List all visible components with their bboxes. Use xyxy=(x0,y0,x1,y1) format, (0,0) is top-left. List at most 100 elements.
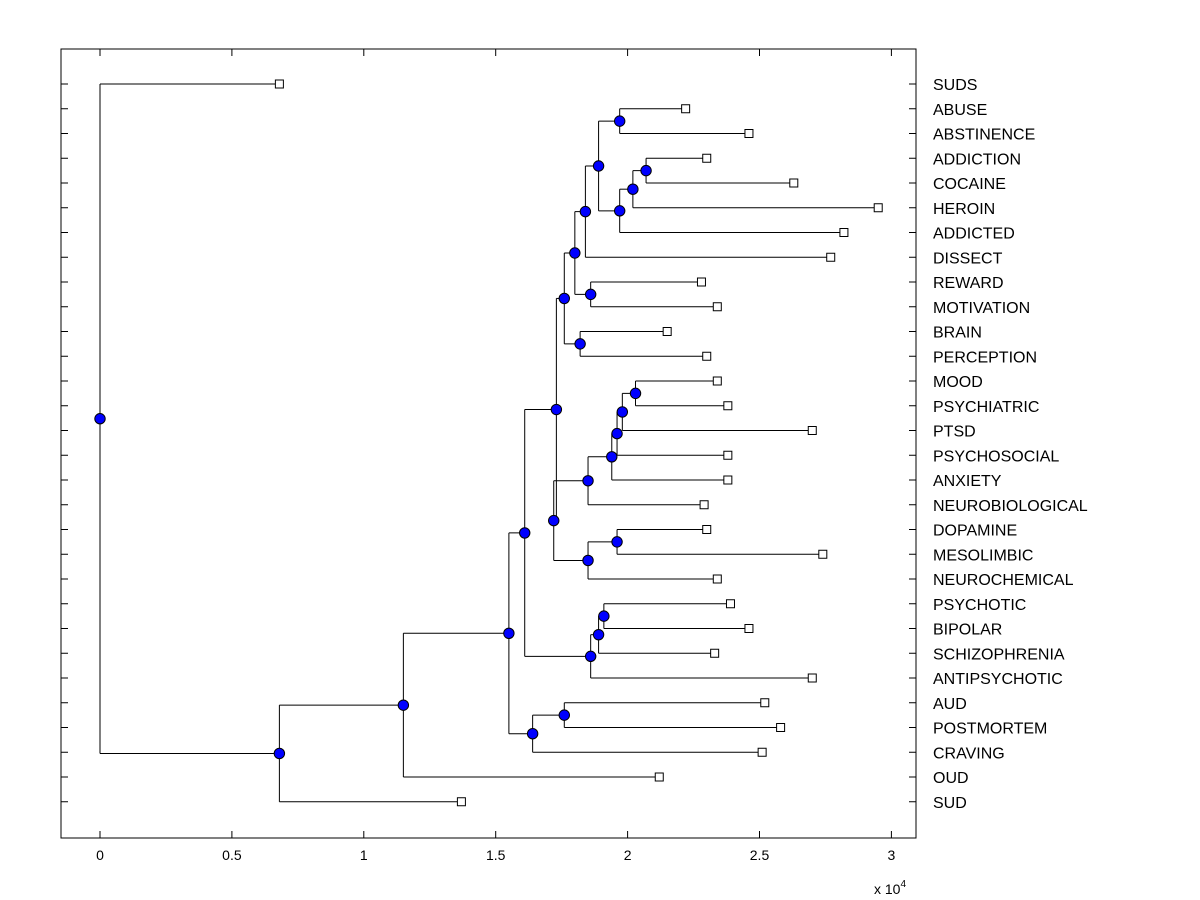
x-scale-label: x 104 xyxy=(874,879,906,897)
leaf-label-brain: BRAIN xyxy=(933,325,982,342)
leaf-label-abstinence: ABSTINENCE xyxy=(933,127,1035,144)
internal-node-m13 xyxy=(611,427,623,440)
leaf-label-antipsychotic: ANTIPSYCHOTIC xyxy=(933,671,1063,688)
internal-node-m16 xyxy=(611,536,623,548)
internal-node-m29 xyxy=(94,413,106,425)
leaf-node-aud xyxy=(760,698,770,708)
leaf-node-bipolar xyxy=(744,624,754,633)
leaf-node-brain xyxy=(662,327,672,336)
leaf-label-perception: PERCEPTION xyxy=(933,349,1037,366)
node-layer xyxy=(94,79,883,807)
leaf-node-abuse xyxy=(681,104,691,114)
leaf-node-cocaine xyxy=(789,178,799,188)
internal-node-m26 xyxy=(503,627,515,640)
leaf-node-schizophrenia xyxy=(710,648,720,658)
leaf-label-dopamine: DOPAMINE xyxy=(933,523,1017,540)
leaf-label-suds: SUDS xyxy=(933,77,977,94)
internal-node-m2 xyxy=(640,164,652,177)
internal-node-m5 xyxy=(592,160,605,172)
leaf-node-psychosocial xyxy=(723,450,733,460)
x-tick-label: 2 xyxy=(624,847,632,863)
leaf-label-psychiatric: PSYCHIATRIC xyxy=(933,399,1039,416)
leaf-label-schizophrenia: SCHIZOPHRENIA xyxy=(933,646,1065,663)
x-tick-label: 2.5 xyxy=(750,847,770,863)
internal-node-m6 xyxy=(579,205,592,218)
leaf-node-motivation xyxy=(712,302,722,312)
leaf-label-oud: OUD xyxy=(933,770,969,787)
leaf-node-perception xyxy=(702,351,712,361)
leaf-labels: SUDS ABUSE ABSTINENCE ADDICTION COCAINE HEROI… xyxy=(933,77,1088,812)
x-scale-exponent: 4 xyxy=(900,879,906,890)
y-ticks xyxy=(61,83,916,803)
leaf-label-abuse: ABUSE xyxy=(933,102,987,119)
leaf-label-motivation: MOTIVATION xyxy=(933,300,1030,317)
leaf-label-addiction: ADDICTION xyxy=(933,151,1021,168)
leaf-label-psychotic: PSYCHOTIC xyxy=(933,597,1026,614)
internal-node-m1 xyxy=(613,115,626,127)
leaf-label-aud: AUD xyxy=(933,696,967,713)
internal-node-m9 xyxy=(574,338,586,350)
internal-node-m3 xyxy=(627,183,639,195)
leaf-node-neurobiological xyxy=(699,500,709,510)
leaf-node-addiction xyxy=(702,153,712,163)
internal-node-m28 xyxy=(273,747,286,760)
leaf-label-psychosocial: PSYCHOSOCIAL xyxy=(933,448,1059,465)
leaf-node-mesolimbic xyxy=(818,549,828,559)
x-tick-label: 0.5 xyxy=(222,847,242,863)
leaf-node-heroin xyxy=(873,203,883,213)
internal-node-m19 xyxy=(550,403,563,416)
internal-node-m15 xyxy=(582,475,594,487)
leaf-label-ptsd: PTSD xyxy=(933,424,976,441)
leaf-label-cocaine: COCAINE xyxy=(933,176,1006,193)
leaf-node-craving xyxy=(757,747,767,757)
internal-node-m11 xyxy=(629,387,642,400)
leaf-node-abstinence xyxy=(744,129,754,138)
leaf-node-psychiatric xyxy=(723,401,733,411)
leaf-node-suds xyxy=(274,79,284,89)
leaf-label-craving: CRAVING xyxy=(933,745,1005,762)
internal-node-m4 xyxy=(613,205,626,217)
leaf-node-antipsychotic xyxy=(807,673,817,683)
internal-node-m23 xyxy=(519,527,531,539)
leaf-node-mood xyxy=(712,376,722,386)
internal-node-m24 xyxy=(558,709,570,721)
leaf-label-neurobiological: NEUROBIOLOGICAL xyxy=(933,498,1088,515)
leaf-node-anxiety xyxy=(723,475,733,485)
leaf-label-dissect: DISSECT xyxy=(933,250,1003,267)
plot-frame xyxy=(60,48,917,839)
x-ticks: 0 0.5 1 1.5 2 2.5 3 xyxy=(96,49,896,863)
tree-layer xyxy=(99,83,879,803)
internal-node-m21 xyxy=(592,628,605,641)
leaf-node-reward xyxy=(696,277,706,287)
internal-node-m10 xyxy=(558,292,570,305)
x-tick-label: 3 xyxy=(888,847,896,863)
leaf-label-mood: MOOD xyxy=(933,374,983,391)
leaf-label-bipolar: BIPOLAR xyxy=(933,622,1002,639)
leaf-label-mesolimbic: MESOLIMBIC xyxy=(933,547,1033,564)
internal-node-m8 xyxy=(569,247,581,259)
internal-node-m20 xyxy=(598,610,610,622)
internal-node-m17 xyxy=(582,554,594,567)
leaf-node-neurochemical xyxy=(712,574,722,584)
leaf-node-dissect xyxy=(826,252,836,262)
leaf-node-postmortem xyxy=(776,723,786,732)
internal-node-m25 xyxy=(526,727,539,740)
leaf-node-sud xyxy=(456,797,466,807)
leaf-label-heroin: HEROIN xyxy=(933,201,995,218)
internal-node-m14 xyxy=(606,451,618,463)
x-tick-label: 0 xyxy=(96,847,104,863)
leaf-label-addicted: ADDICTED xyxy=(933,226,1015,243)
internal-node-m27 xyxy=(397,699,410,711)
x-scale-base: x 10 xyxy=(874,881,901,897)
leaf-label-postmortem: POSTMORTEM xyxy=(933,721,1047,738)
leaf-label-anxiety: ANXIETY xyxy=(933,473,1002,490)
leaf-node-dopamine xyxy=(702,525,712,534)
x-tick-label: 1.5 xyxy=(486,847,506,863)
leaf-node-ptsd xyxy=(807,426,817,435)
leaf-label-reward: REWARD xyxy=(933,275,1004,292)
leaf-node-psychotic xyxy=(725,599,735,609)
x-tick-label: 1 xyxy=(360,847,368,863)
internal-node-m18 xyxy=(548,514,560,527)
internal-node-m12 xyxy=(616,406,629,418)
